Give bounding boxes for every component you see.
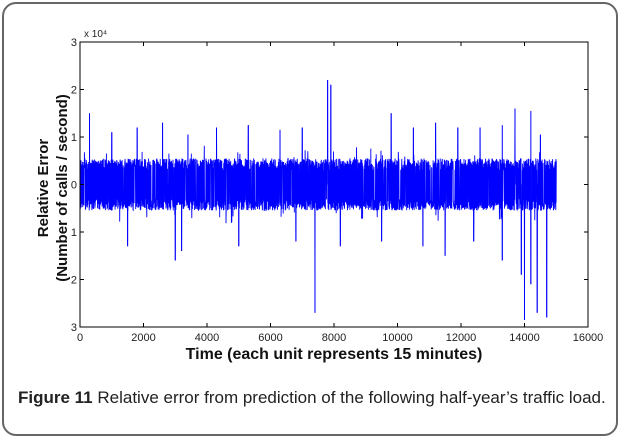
y-axis-label-line1: Relative Error — [35, 139, 52, 238]
series-line — [79, 79, 557, 320]
x-tick-label: 12000 — [446, 332, 477, 344]
caption-label: Figure 11 — [18, 388, 93, 407]
y-tick-label: 3 — [71, 37, 77, 49]
y-axis: 3 2 1 0 1 2 3 — [71, 37, 588, 334]
x-tick-label: 16000 — [573, 332, 604, 344]
y-tick-label: 3 — [71, 322, 77, 334]
y-tick-label: 1 — [71, 132, 77, 144]
y-tick-label: 0 — [71, 180, 77, 192]
x-tick-label: 10000 — [382, 332, 413, 344]
series-layer — [79, 79, 557, 320]
x-axis-label: Time (each unit represents 15 minutes) — [186, 346, 483, 363]
x-axis: 0 2000 4000 6000 8000 10000 12000 14000 16000 — [77, 42, 603, 344]
y-axis-label-line2: (Number of calls / second) — [54, 94, 71, 282]
figure-caption: Figure 11 Relative error from prediction… — [18, 386, 608, 410]
x-tick-label: 6000 — [258, 332, 282, 344]
y-tick-label: 1 — [71, 227, 77, 239]
axis-multiplier: x 10⁴ — [84, 29, 107, 40]
x-tick-label: 0 — [77, 332, 83, 344]
x-tick-label: 4000 — [195, 332, 219, 344]
caption-text: Relative error from prediction of the fo… — [92, 388, 606, 407]
y-tick-label: 2 — [71, 85, 77, 97]
figure-frame — [2, 2, 618, 436]
x-tick-label: 14000 — [509, 332, 540, 344]
x-tick-label: 8000 — [322, 332, 346, 344]
x-tick-label: 2000 — [131, 332, 155, 344]
y-tick-label: 2 — [71, 275, 77, 287]
